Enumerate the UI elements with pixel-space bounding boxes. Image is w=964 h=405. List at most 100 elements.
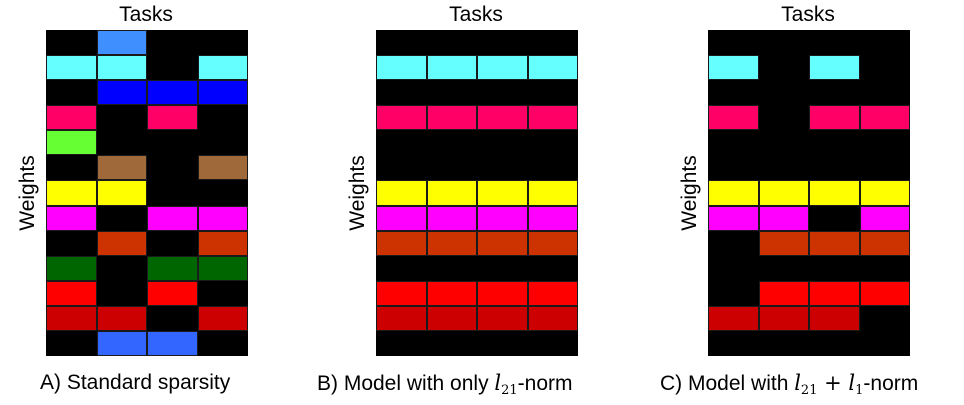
weight-cell [426, 130, 477, 156]
weight-cell [426, 155, 477, 181]
weight-cell [809, 55, 860, 81]
weight-cell [46, 205, 97, 231]
panel-l21-l1-norm: Tasks Weights C) Model with l21 + l1-nor… [660, 0, 962, 404]
weight-cell [477, 155, 528, 181]
weight-cell [46, 30, 97, 56]
weight-cell [758, 80, 809, 106]
weight-cell [859, 255, 910, 281]
weight-cell [96, 330, 147, 357]
weight-cell [46, 255, 97, 281]
weight-cell [147, 130, 198, 156]
weight-cell [46, 130, 97, 156]
weight-cell [96, 230, 147, 256]
panel-l21-norm: Tasks Weights B) Model with only l21-nor… [317, 0, 630, 404]
weight-cell [527, 205, 578, 231]
weight-cell [758, 305, 809, 331]
weight-cell [477, 230, 528, 256]
caption-text: B) Model with only [317, 372, 495, 395]
norm-subscript-2: 1 [855, 383, 864, 398]
weight-cell [96, 305, 147, 331]
weight-cell [197, 30, 248, 56]
weight-cell [426, 205, 477, 231]
weight-cell [859, 230, 910, 256]
weight-cell [758, 30, 809, 56]
weight-cell [527, 80, 578, 106]
weight-cell [708, 30, 759, 56]
weight-cell [527, 105, 578, 131]
weight-cell [477, 30, 528, 56]
norm-subscript: 21 [800, 383, 818, 398]
weight-cell [147, 205, 198, 231]
weight-cell [46, 280, 97, 306]
weight-cell [147, 105, 198, 131]
weight-cell [477, 130, 528, 156]
weight-cell [809, 255, 860, 281]
weight-cell [859, 130, 910, 156]
weight-cell [708, 55, 759, 81]
weight-cell [708, 330, 759, 357]
weight-cell [426, 105, 477, 131]
weight-cell [376, 130, 427, 156]
weight-cell [708, 105, 759, 131]
tasks-label: Tasks [449, 3, 503, 26]
weight-cell [376, 205, 427, 231]
weight-cell [708, 205, 759, 231]
weight-grid [708, 30, 910, 357]
weight-cell [477, 280, 528, 306]
weight-cell [708, 130, 759, 156]
weight-cell [96, 80, 147, 106]
weight-cell [426, 255, 477, 281]
panel-standard-sparsity: Tasks Weights A) Standard sparsity [0, 0, 300, 404]
weight-cell [96, 130, 147, 156]
weight-cell [859, 155, 910, 181]
weight-cell [197, 205, 248, 231]
weight-cell [147, 255, 198, 281]
tasks-label: Tasks [119, 3, 173, 26]
weight-cell [758, 55, 809, 81]
weight-cell [809, 30, 860, 56]
weight-cell [859, 80, 910, 106]
weight-cell [376, 330, 427, 357]
weight-cell [426, 180, 477, 206]
weights-label: Weights [678, 155, 701, 231]
caption: A) Standard sparsity [40, 369, 230, 397]
weight-cell [197, 280, 248, 306]
weight-cell [46, 230, 97, 256]
weight-cell [46, 180, 97, 206]
weight-cell [426, 55, 477, 81]
weight-cell [96, 105, 147, 131]
weight-cell [758, 130, 809, 156]
norm-symbol-2: + l [817, 371, 856, 395]
weight-grid [46, 30, 248, 357]
weight-cell [197, 180, 248, 206]
weight-cell [708, 155, 759, 181]
weight-cell [197, 230, 248, 256]
weight-cell [96, 30, 147, 56]
weight-cell [96, 255, 147, 281]
weight-cell [477, 305, 528, 331]
weight-cell [96, 205, 147, 231]
weight-cell [859, 205, 910, 231]
weight-cell [96, 180, 147, 206]
weight-cell [527, 130, 578, 156]
weight-cell [809, 330, 860, 357]
weight-cell [477, 55, 528, 81]
weight-cell [708, 180, 759, 206]
weight-cell [758, 280, 809, 306]
weight-cell [426, 305, 477, 331]
weight-cell [147, 230, 198, 256]
weight-cell [758, 180, 809, 206]
weight-cell [859, 305, 910, 331]
weight-cell [376, 180, 427, 206]
weight-cell [708, 255, 759, 281]
weight-cell [426, 80, 477, 106]
weight-cell [147, 55, 198, 81]
caption-suffix: -norm [863, 372, 919, 395]
weight-cell [147, 330, 198, 357]
weight-cell [527, 280, 578, 306]
weight-cell [809, 130, 860, 156]
weight-cell [147, 305, 198, 331]
weight-cell [527, 30, 578, 56]
weight-cell [758, 155, 809, 181]
weights-label: Weights [16, 155, 39, 231]
